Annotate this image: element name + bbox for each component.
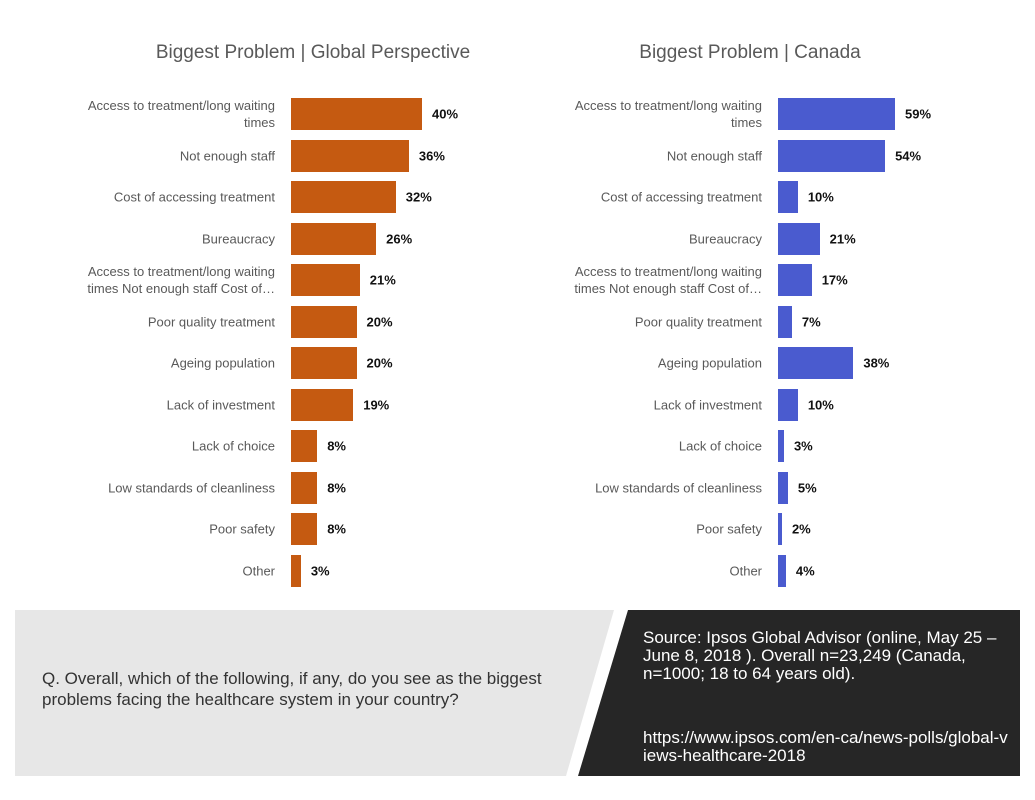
- value-label: 2%: [791, 521, 811, 537]
- bar: [778, 430, 784, 462]
- category-label: Lack of choice: [191, 438, 275, 454]
- value-label: 40%: [432, 106, 459, 122]
- category-label: Ageing population: [657, 355, 762, 371]
- value-label: 10%: [807, 189, 834, 205]
- category-label: Not enough staff: [179, 148, 275, 163]
- category-label: Other: [729, 563, 762, 578]
- value-label: 19%: [363, 397, 390, 412]
- bar: [291, 98, 422, 130]
- category-label: Cost of accessing treatment: [113, 189, 275, 205]
- value-label: 20%: [366, 355, 393, 371]
- category-label: Low standards of cleanliness: [595, 480, 762, 495]
- bar: [778, 471, 788, 504]
- category-label: Cost of accessing treatment: [600, 189, 762, 205]
- bar: [291, 264, 360, 296]
- bar: [291, 513, 318, 545]
- category-label: Ageing population: [170, 355, 275, 371]
- category-label: Bureaucracy: [202, 231, 275, 246]
- category-label: Lack of investment: [653, 397, 762, 412]
- value-label: 4%: [795, 563, 815, 578]
- value-label: 8%: [327, 480, 346, 495]
- category-label: Lack of choice: [678, 438, 762, 454]
- bar: [778, 181, 798, 213]
- category-label: Access to treatment/long waiting times: [574, 98, 762, 130]
- chart-title: Biggest Problem | Global Perspective: [155, 42, 471, 63]
- value-label: 7%: [801, 314, 821, 329]
- category-label: Low standards of cleanliness: [108, 480, 275, 495]
- category-label: Lack of investment: [166, 397, 275, 412]
- bar: [291, 388, 354, 421]
- bar: [778, 222, 820, 255]
- question: Q. Overall, which of the following, if a…: [42, 669, 542, 709]
- bar: [778, 98, 895, 130]
- bar: [778, 139, 886, 172]
- category-label: Other: [242, 563, 275, 578]
- bar: [291, 139, 409, 172]
- value-label: 8%: [327, 521, 346, 537]
- category-label: Poor quality treatment: [147, 314, 275, 329]
- bar: [778, 554, 786, 587]
- value-label: 10%: [807, 397, 834, 412]
- value-label: 54%: [895, 148, 922, 163]
- bar: [291, 181, 396, 213]
- value-label: 5%: [797, 480, 817, 495]
- category-label: Access to treatment/long waiting times: [87, 98, 275, 130]
- bar: [291, 222, 377, 255]
- value-label: 32%: [405, 189, 432, 205]
- value-label: 26%: [386, 231, 413, 246]
- value-label: 17%: [821, 272, 848, 288]
- source: Source: Ipsos Global Advisor (online, Ma…: [643, 628, 997, 683]
- bar: [778, 305, 792, 338]
- question-panel: [15, 610, 614, 776]
- bar: [778, 347, 854, 379]
- category-label: Poor quality treatment: [634, 314, 762, 329]
- category-label: Bureaucracy: [689, 231, 762, 246]
- bar: [778, 513, 782, 545]
- category-label: Poor safety: [209, 521, 275, 537]
- bar: [778, 264, 812, 296]
- source-panel: [578, 610, 1020, 776]
- value-label: 38%: [863, 355, 890, 371]
- value-label: 20%: [366, 314, 393, 329]
- category-label: Access to treatment/long waiting times N…: [574, 264, 762, 296]
- bar: [291, 430, 318, 462]
- bar: [291, 554, 301, 587]
- category-label: Access to treatment/long waiting times N…: [87, 264, 275, 296]
- value-label: 3%: [310, 563, 330, 578]
- value-label: 8%: [327, 438, 346, 454]
- value-label: 21%: [369, 272, 396, 288]
- bar: [778, 388, 798, 421]
- value-label: 59%: [905, 106, 932, 122]
- bar: [291, 347, 357, 379]
- category-label: Not enough staff: [666, 148, 762, 163]
- bar: [291, 471, 318, 504]
- chart-title: Biggest Problem | Canada: [639, 42, 861, 63]
- bar: [291, 305, 357, 338]
- category-label: Poor safety: [696, 521, 762, 537]
- value-label: 3%: [793, 438, 813, 454]
- value-label: 36%: [418, 148, 445, 163]
- source-url: https://www.ipsos.com/en-ca/news-polls/g…: [643, 728, 1008, 765]
- value-label: 21%: [829, 231, 856, 246]
